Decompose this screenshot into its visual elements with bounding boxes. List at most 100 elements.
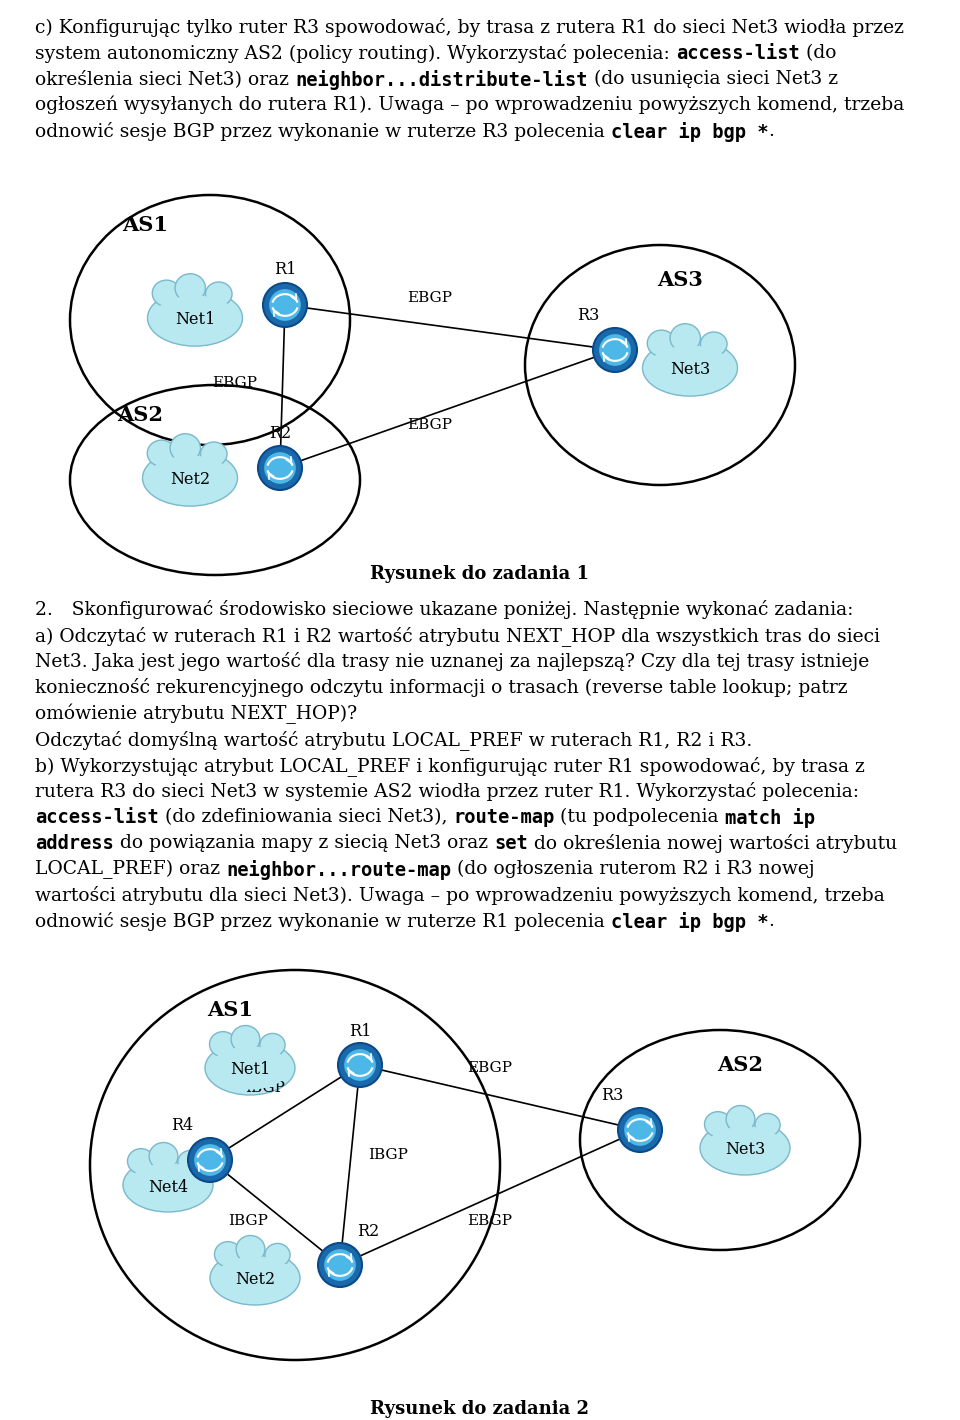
Text: IBGP: IBGP [228,1214,268,1228]
Ellipse shape [205,1041,295,1095]
Ellipse shape [647,329,676,356]
Text: AS1: AS1 [122,214,168,234]
Ellipse shape [123,1157,213,1213]
Text: neighbor...distribute-list: neighbor...distribute-list [295,70,588,89]
Ellipse shape [201,442,228,466]
Ellipse shape [210,1047,290,1089]
Ellipse shape [153,280,180,307]
Ellipse shape [148,456,231,500]
Text: (tu podpolecenia: (tu podpolecenia [555,808,725,826]
Text: omówienie atrybutu NEXT_HOP)?: omówienie atrybutu NEXT_HOP)? [35,704,357,724]
Circle shape [258,446,302,490]
Text: 2. Skonfigurować środowisko sieciowe ukazane poniżej. Następnie wykonać zadania:: 2. Skonfigurować środowisko sieciowe uka… [35,601,853,619]
Text: konieczność rekurencyjnego odczytu informacji o trasach (reverse table lookup; p: konieczność rekurencyjnego odczytu infor… [35,677,848,697]
Circle shape [338,1044,382,1086]
Text: address: address [35,834,113,853]
Ellipse shape [210,1251,300,1305]
Text: EBGP: EBGP [468,1061,513,1075]
Text: R3: R3 [577,307,599,324]
Ellipse shape [128,1149,155,1174]
Ellipse shape [231,1025,260,1052]
Text: c) Konfigurując tylko ruter R3 spowodować, by trasa z rutera R1 do sieci Net3 wi: c) Konfigurując tylko ruter R3 spowodowa… [35,18,904,37]
Text: EBGP: EBGP [468,1214,513,1228]
Ellipse shape [670,324,701,352]
Text: Rysunek do zadania 1: Rysunek do zadania 1 [371,565,589,584]
Text: clear ip bgp *: clear ip bgp * [611,912,768,932]
Circle shape [593,328,637,372]
Ellipse shape [726,1106,755,1133]
Text: a) Odczytać w ruterach R1 i R2 wartość atrybutu NEXT_HOP dla wszystkich tras do : a) Odczytać w ruterach R1 i R2 wartość a… [35,626,880,646]
Ellipse shape [175,274,205,302]
Text: Net3: Net3 [670,362,710,379]
Text: EBGP: EBGP [212,376,257,390]
Text: clear ip bgp *: clear ip bgp * [611,122,768,142]
Text: b) Wykorzystując atrybut LOCAL_PREF i konfigurując ruter R1 spowodować, by trasa: b) Wykorzystując atrybut LOCAL_PREF i ko… [35,755,865,775]
Circle shape [188,1137,232,1181]
Text: Rysunek do zadania 2: Rysunek do zadania 2 [371,1400,589,1419]
Text: Odczytać domyślną wartość atrybutu LOCAL_PREF w ruterach R1, R2 i R3.: Odczytać domyślną wartość atrybutu LOCAL… [35,730,753,750]
Text: LOCAL_PREF) oraz: LOCAL_PREF) oraz [35,861,227,879]
Text: AS2: AS2 [117,405,163,425]
Circle shape [269,290,300,321]
Text: Net3: Net3 [725,1142,765,1159]
Ellipse shape [265,1244,290,1267]
Text: access-list: access-list [676,44,800,62]
Text: Net4: Net4 [148,1179,188,1196]
Circle shape [318,1242,362,1287]
Ellipse shape [700,1120,790,1174]
Ellipse shape [170,433,201,463]
Ellipse shape [701,332,727,356]
Text: R2: R2 [269,425,291,442]
Ellipse shape [260,1034,285,1056]
Text: R1: R1 [274,261,297,278]
Ellipse shape [148,290,243,346]
Text: (do: (do [800,44,836,62]
Text: Net1: Net1 [175,311,215,328]
Text: do określenia nowej wartości atrybutu: do określenia nowej wartości atrybutu [528,834,897,853]
Text: EBGP: EBGP [407,291,452,305]
Text: neighbor...route-map: neighbor...route-map [227,861,451,880]
Ellipse shape [142,450,237,506]
Text: R3: R3 [601,1086,623,1103]
Text: (do usunięcia sieci Net3 z: (do usunięcia sieci Net3 z [588,70,838,88]
Text: rutera R3 do sieci Net3 w systemie AS2 wiodła przez ruter R1. Wykorzystać polece: rutera R3 do sieci Net3 w systemie AS2 w… [35,782,859,801]
Text: odnowić sesje BGP przez wykonanie w ruterze R3 polecenia: odnowić sesje BGP przez wykonanie w rute… [35,122,611,141]
Text: R2: R2 [357,1223,379,1240]
Circle shape [194,1145,226,1176]
Ellipse shape [706,1126,784,1170]
Text: EBGP: EBGP [407,417,452,432]
Circle shape [618,1108,662,1152]
Text: system autonomiczny AS2 (policy routing). Wykorzystać polecenia:: system autonomiczny AS2 (policy routing)… [35,44,676,62]
Circle shape [599,334,631,366]
Text: Net2: Net2 [235,1271,276,1288]
Ellipse shape [147,440,176,466]
Ellipse shape [209,1032,236,1056]
Text: .: . [768,912,774,930]
Text: AS1: AS1 [207,1000,253,1020]
Circle shape [324,1250,356,1281]
Text: określenia sieci Net3) oraz: określenia sieci Net3) oraz [35,70,295,88]
Circle shape [345,1049,375,1081]
Ellipse shape [755,1113,780,1136]
Ellipse shape [642,339,737,396]
Text: ogłoszeń wysyłanych do rutera R1). Uwaga – po wprowadzeniu powyższych komend, tr: ogłoszeń wysyłanych do rutera R1). Uwaga… [35,97,904,115]
Ellipse shape [236,1235,265,1262]
Text: .: . [768,122,774,141]
Text: access-list: access-list [35,808,158,826]
Circle shape [264,452,296,484]
Text: IBGP: IBGP [245,1081,285,1095]
Circle shape [263,283,307,327]
Ellipse shape [154,295,237,341]
Text: wartości atrybutu dla sieci Net3). Uwaga – po wprowadzeniu powyższych komend, tr: wartości atrybutu dla sieci Net3). Uwaga… [35,886,885,905]
Text: do powiązania mapy z siecią Net3 oraz: do powiązania mapy z siecią Net3 oraz [113,834,493,852]
Text: Net3. Jaka jest jego wartość dla trasy nie uznanej za najlepszą? Czy dla tej tra: Net3. Jaka jest jego wartość dla trasy n… [35,652,869,672]
Text: (do ogłoszenia ruterom R2 i R3 nowej: (do ogłoszenia ruterom R2 i R3 nowej [451,861,815,878]
Ellipse shape [215,1257,295,1299]
Text: (do zdefiniowania sieci Net3),: (do zdefiniowania sieci Net3), [158,808,453,826]
Text: Net1: Net1 [229,1062,270,1079]
Ellipse shape [149,1143,178,1170]
Text: match ip: match ip [725,808,815,828]
Ellipse shape [705,1112,732,1137]
Text: IBGP: IBGP [368,1147,408,1162]
Ellipse shape [214,1241,242,1267]
